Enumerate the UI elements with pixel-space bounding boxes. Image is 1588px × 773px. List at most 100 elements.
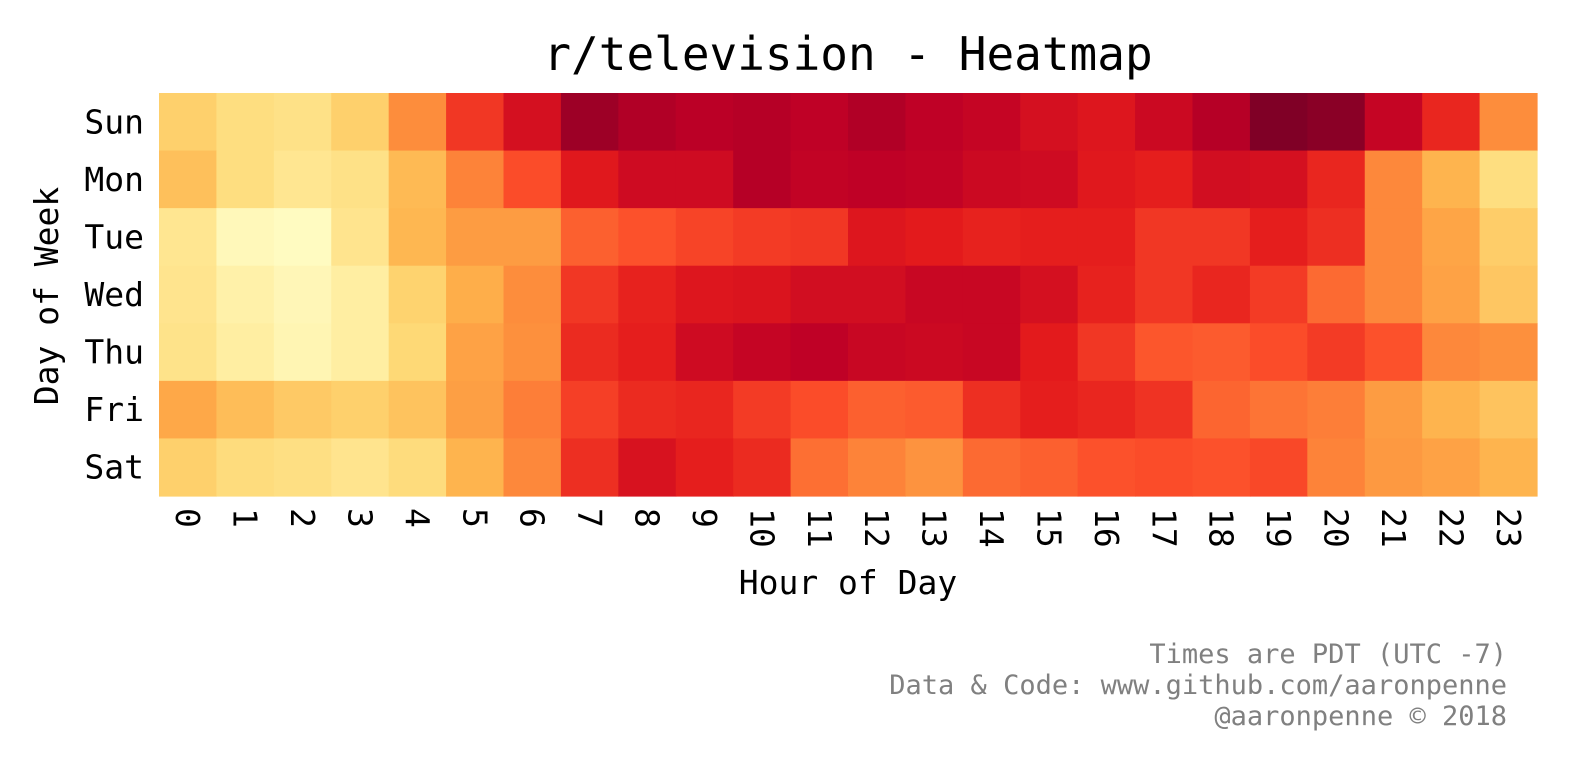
- heatmap-cell-sun-3: [331, 93, 390, 152]
- heatmap-cell-sun-14: [962, 93, 1021, 152]
- heatmap-cell-tue-18: [1192, 208, 1251, 267]
- heatmap-cell-tue-14: [962, 208, 1021, 267]
- heatmap-cell-tue-1: [216, 208, 275, 267]
- heatmap-cell-sun-22: [1422, 93, 1481, 152]
- heatmap-cell-fri-7: [560, 380, 619, 440]
- heatmap-cell-wed-20: [1307, 265, 1366, 324]
- heatmap-cell-wed-10: [733, 265, 792, 324]
- heatmap-cell-mon-15: [1020, 150, 1079, 209]
- heatmap-cell-sun-12: [848, 93, 907, 152]
- heatmap-cell-mon-23: [1479, 150, 1538, 209]
- heatmap-cell-sun-16: [1077, 93, 1136, 152]
- x-tick-23: 23: [1489, 508, 1528, 548]
- heatmap-cell-mon-1: [216, 150, 275, 209]
- heatmap-cell-fri-12: [848, 380, 907, 440]
- heatmap-cell-fri-4: [388, 380, 447, 440]
- heatmap-cell-wed-9: [675, 265, 734, 324]
- heatmap-cell-sat-1: [216, 438, 275, 497]
- heatmap-cell-thu-11: [790, 323, 849, 382]
- x-tick-4: 4: [398, 508, 437, 528]
- heatmap-cell-tue-17: [1135, 208, 1194, 267]
- heatmap-cell-fri-21: [1364, 380, 1423, 440]
- heatmap-cell-wed-0: [159, 265, 218, 324]
- heatmap-cell-sat-16: [1077, 438, 1136, 497]
- x-axis-label: Hour of Day: [739, 563, 958, 602]
- heatmap-cell-thu-22: [1422, 323, 1481, 382]
- heatmap-cell-sat-13: [905, 438, 964, 497]
- y-tick-labels: Sun Mon Tue Wed Thu Fri Sat: [84, 102, 144, 486]
- heatmap-cell-tue-5: [446, 208, 505, 267]
- chart-title: r/television - Heatmap: [543, 27, 1152, 81]
- heatmap-cell-sun-8: [618, 93, 677, 152]
- x-tick-9: 9: [685, 508, 724, 528]
- heatmap-cells: [159, 93, 1538, 497]
- heatmap-cell-mon-12: [848, 150, 907, 209]
- heatmap-cell-sun-17: [1135, 93, 1194, 152]
- heatmap-cell-fri-6: [503, 380, 562, 440]
- x-tick-8: 8: [628, 508, 667, 528]
- heatmap-cell-sat-5: [446, 438, 505, 497]
- heatmap-cell-fri-15: [1020, 380, 1079, 440]
- heatmap-cell-thu-1: [216, 323, 275, 382]
- heatmap-cell-sat-4: [388, 438, 447, 497]
- y-tick-wed: Wed: [84, 275, 144, 314]
- x-tick-12: 12: [857, 508, 896, 548]
- heatmap-cell-sat-7: [560, 438, 619, 497]
- heatmap-cell-tue-21: [1364, 208, 1423, 267]
- heatmap-cell-sat-21: [1364, 438, 1423, 497]
- heatmap-cell-tue-19: [1249, 208, 1308, 267]
- heatmap-cell-sat-9: [675, 438, 734, 497]
- heatmap-cell-thu-10: [733, 323, 792, 382]
- heatmap-cell-sat-15: [1020, 438, 1079, 497]
- heatmap-cell-wed-4: [388, 265, 447, 324]
- heatmap-cell-wed-18: [1192, 265, 1251, 324]
- heatmap-cell-mon-16: [1077, 150, 1136, 209]
- heatmap-cell-tue-12: [848, 208, 907, 267]
- heatmap-cell-thu-14: [962, 323, 1021, 382]
- x-tick-20: 20: [1317, 508, 1356, 548]
- heatmap-cell-thu-7: [560, 323, 619, 382]
- heatmap-cell-tue-3: [331, 208, 390, 267]
- heatmap-cell-fri-1: [216, 380, 275, 440]
- heatmap-cell-wed-8: [618, 265, 677, 324]
- heatmap-cell-sun-7: [560, 93, 619, 152]
- heatmap-cell-mon-8: [618, 150, 677, 209]
- heatmap-cell-fri-22: [1422, 380, 1481, 440]
- y-tick-sun: Sun: [84, 102, 144, 141]
- heatmap-cell-sat-18: [1192, 438, 1251, 497]
- heatmap-cell-fri-23: [1479, 380, 1538, 440]
- x-tick-13: 13: [915, 508, 954, 548]
- heatmap-cell-sat-3: [331, 438, 390, 497]
- heatmap-cell-fri-11: [790, 380, 849, 440]
- heatmap-cell-thu-19: [1249, 323, 1308, 382]
- heatmap-cell-tue-2: [273, 208, 332, 267]
- heatmap-cell-fri-3: [331, 380, 390, 440]
- heatmap-cell-sat-2: [273, 438, 332, 497]
- heatmap-cell-sun-23: [1479, 93, 1538, 152]
- heatmap-cell-thu-5: [446, 323, 505, 382]
- heatmap-cell-mon-9: [675, 150, 734, 209]
- heatmap-cell-wed-2: [273, 265, 332, 324]
- heatmap-cell-wed-13: [905, 265, 964, 324]
- heatmap-cell-mon-6: [503, 150, 562, 209]
- heatmap-cell-fri-2: [273, 380, 332, 440]
- heatmap-cell-sun-11: [790, 93, 849, 152]
- heatmap-cell-mon-5: [446, 150, 505, 209]
- heatmap-cell-tue-23: [1479, 208, 1538, 267]
- heatmap-cell-wed-15: [1020, 265, 1079, 324]
- heatmap-cell-tue-9: [675, 208, 734, 267]
- heatmap-cell-thu-16: [1077, 323, 1136, 382]
- heatmap-cell-mon-20: [1307, 150, 1366, 209]
- x-tick-2: 2: [283, 508, 322, 528]
- heatmap-cell-sat-8: [618, 438, 677, 497]
- x-tick-3: 3: [340, 508, 379, 528]
- heatmap-cell-tue-6: [503, 208, 562, 267]
- heatmap-cell-fri-10: [733, 380, 792, 440]
- x-tick-15: 15: [1029, 508, 1068, 548]
- heatmap-cell-thu-20: [1307, 323, 1366, 382]
- heatmap-cell-mon-11: [790, 150, 849, 209]
- heatmap-cell-mon-17: [1135, 150, 1194, 209]
- heatmap-cell-thu-12: [848, 323, 907, 382]
- heatmap-cell-sun-15: [1020, 93, 1079, 152]
